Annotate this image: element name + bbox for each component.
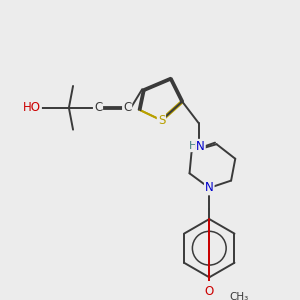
Text: S: S — [158, 114, 165, 127]
Text: CH₃: CH₃ — [230, 292, 249, 300]
Text: N: N — [205, 182, 214, 194]
Text: C: C — [94, 101, 102, 114]
Text: HO: HO — [23, 101, 41, 114]
Text: N: N — [196, 140, 205, 153]
Text: C: C — [123, 101, 131, 114]
Text: O: O — [205, 285, 214, 298]
Text: H: H — [189, 141, 197, 151]
